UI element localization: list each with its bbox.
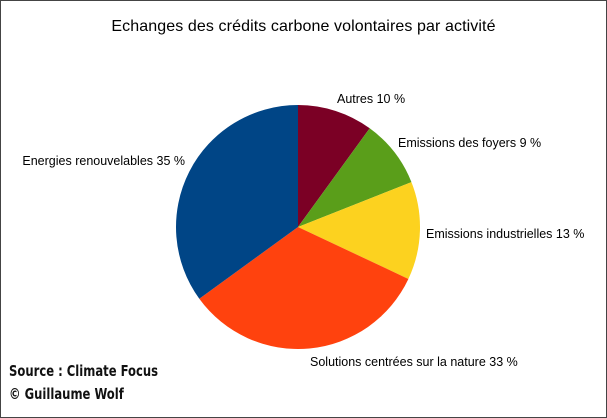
slice-label: Solutions centrées sur la nature 33 % [310, 355, 518, 369]
pie-slice [175, 105, 298, 299]
pie-slice [199, 227, 409, 350]
slice-label: Emissions industrielles 13 % [426, 227, 584, 241]
source-block: Source : Climate Focus © Guillaume Wolf [9, 360, 158, 406]
slice-label: Autres 10 % [337, 92, 405, 106]
chart-title: Echanges des crédits carbone volontaires… [111, 18, 496, 35]
pie-slice [298, 182, 420, 279]
slice-label: Emissions des foyers 9 % [398, 136, 541, 150]
credit-text: © Guillaume Wolf [9, 385, 124, 403]
slice-label: Energies renouvelables 35 % [22, 154, 185, 168]
pie-slice [298, 128, 412, 227]
pie-slice [298, 105, 370, 227]
source-text: Source : Climate Focus [9, 362, 159, 380]
